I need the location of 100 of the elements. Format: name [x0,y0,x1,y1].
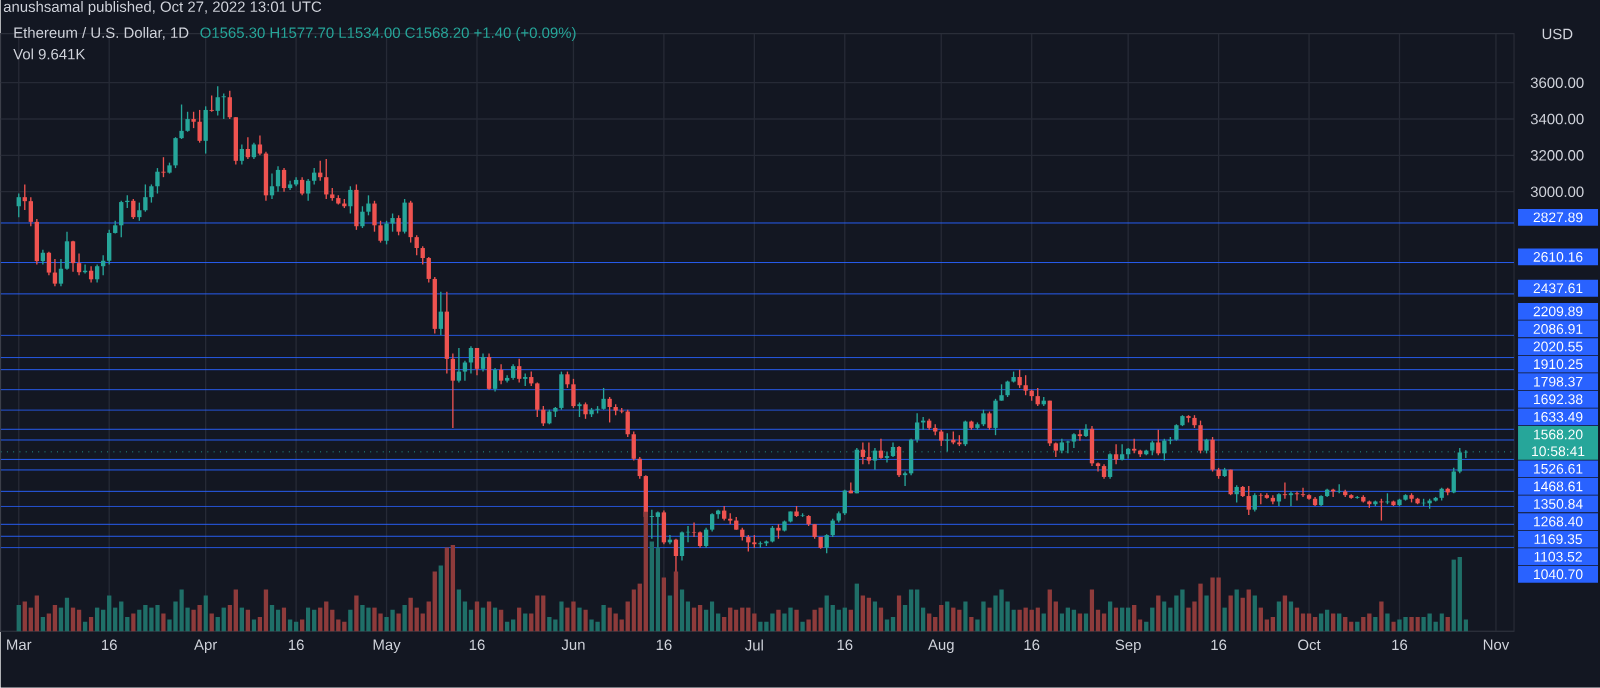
bar [1186,607,1191,632]
bar [1367,613,1372,632]
bar [438,565,443,632]
candlestick [348,185,353,215]
bar [547,617,552,632]
bar [927,613,932,632]
bar [1228,595,1233,632]
bar [408,597,413,632]
bar [981,601,986,632]
candlestick [245,136,251,160]
bar [649,541,655,632]
candlestick [1077,429,1083,442]
bar [299,619,305,632]
bar [1337,613,1342,632]
bar [269,605,275,632]
bar [1023,607,1028,632]
bar [360,605,365,632]
bar [1234,589,1239,632]
bar [523,613,528,632]
bar [197,605,202,632]
bar [155,605,160,632]
bar [631,589,636,632]
candlestick [896,445,902,478]
candlestick [1294,490,1300,502]
bar [1089,589,1095,632]
candlestick [384,220,389,246]
bar [1385,613,1390,632]
bar [709,601,715,632]
bar [88,617,94,632]
candlestick [269,173,275,200]
bar [209,613,214,632]
bar [963,601,968,632]
candlestick [119,200,124,238]
candlestick [215,85,220,117]
bar [854,583,860,632]
bar [782,613,787,632]
bar [1421,617,1426,632]
bar [697,605,703,632]
bar [511,619,516,632]
candlestick [1210,436,1215,473]
bar [945,601,950,632]
candlestick [649,509,655,540]
candlestick [185,111,190,133]
bar [999,589,1004,632]
bar [601,605,606,632]
candlestick [872,447,878,471]
bar [752,613,757,632]
bar [1379,601,1384,632]
bar [764,621,769,632]
bar [432,571,437,632]
candlestick [197,109,202,144]
bar [22,601,27,632]
candlestick [1300,487,1306,498]
bar [1101,613,1107,632]
candlestick [866,441,872,466]
bar [372,607,377,632]
bar [1276,601,1282,632]
bar [957,609,962,632]
bar [788,607,793,632]
candlestick [396,214,401,237]
bar [16,605,21,632]
bar [474,601,480,632]
bar [1361,617,1366,632]
candlestick [571,378,576,409]
bar [770,613,775,632]
bar [324,601,329,632]
candlestick [987,411,992,431]
candlestick [324,158,329,200]
candlestick [233,116,238,166]
candlestick [275,165,281,193]
bar [191,609,196,632]
candlestick [456,347,462,384]
candlestick [143,183,148,213]
bar [1017,609,1022,632]
bar [1300,613,1306,632]
candlestick [486,352,492,391]
bar [378,613,383,632]
bar [1132,605,1137,632]
bar [1240,597,1245,632]
candlestick [239,143,245,166]
bar [263,589,269,632]
bar [251,619,257,632]
candlestick [203,105,208,155]
bar [203,595,208,632]
candlestick [679,530,685,562]
bar [1107,601,1113,632]
bar [1180,589,1185,632]
bar [655,547,661,632]
bar [456,589,462,632]
bar [1204,595,1209,632]
bar [1156,595,1161,632]
bar [541,595,546,632]
bar [860,595,866,632]
bar [571,601,576,632]
candlestick [94,263,100,284]
bar [577,607,582,632]
bar [52,605,58,632]
bar [149,607,154,632]
candlestick [559,371,564,411]
bar [396,613,401,632]
